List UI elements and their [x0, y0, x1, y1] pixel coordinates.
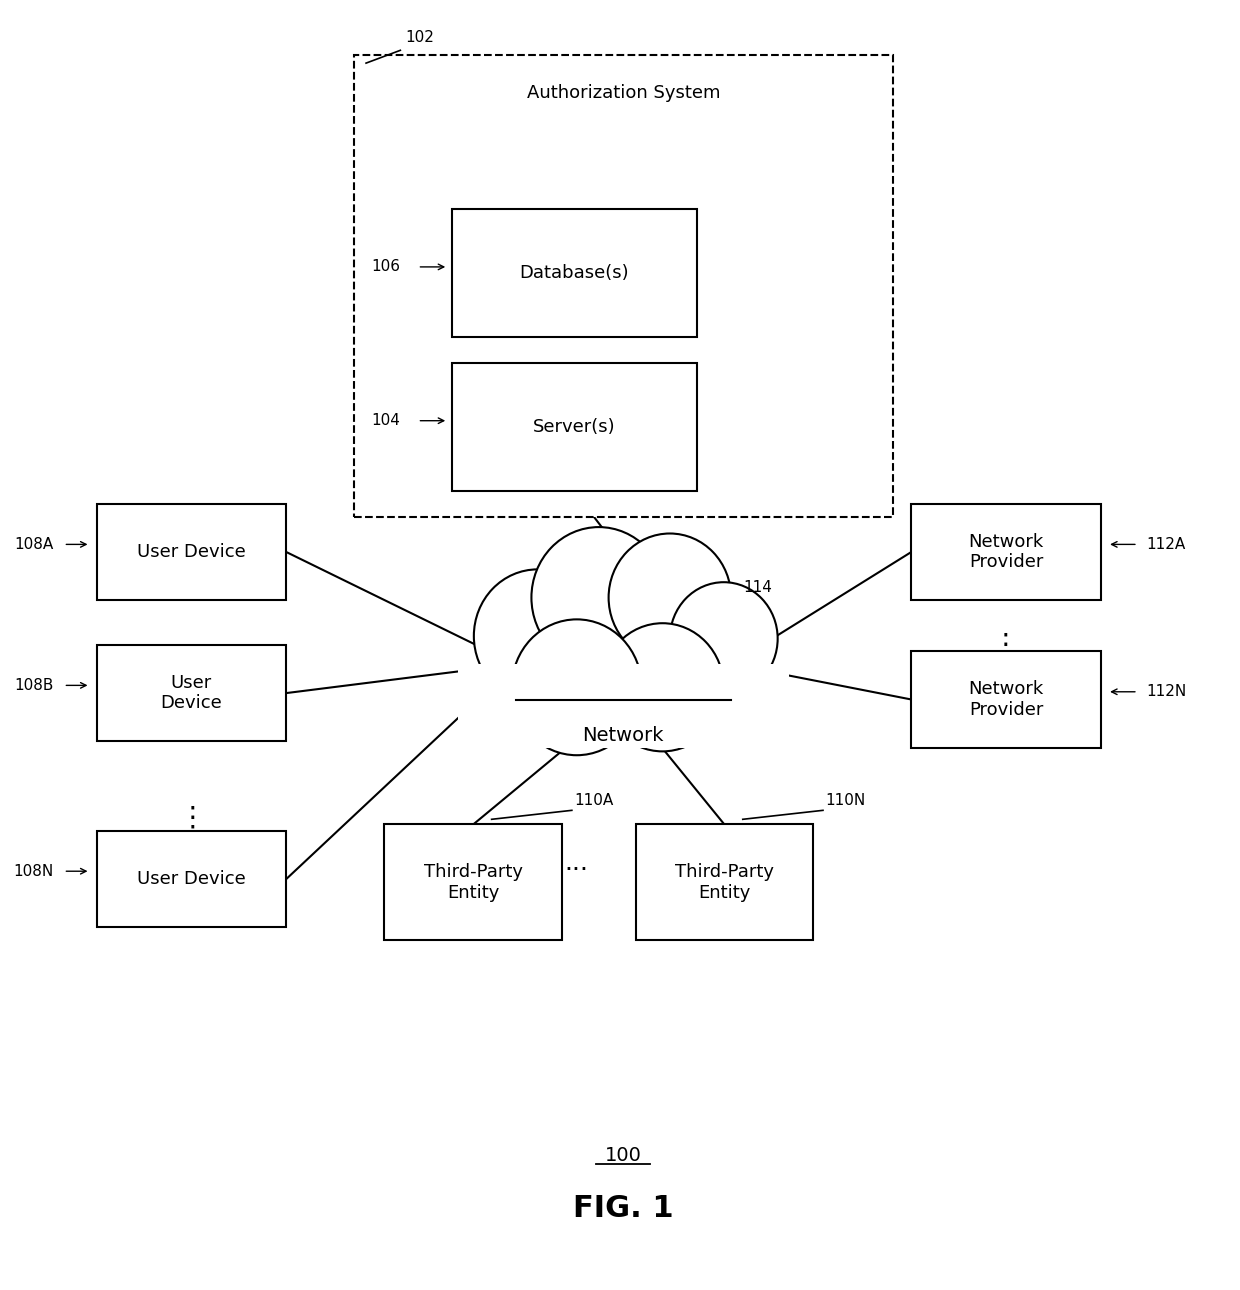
Bar: [451, 362, 697, 491]
Text: Network
Provider: Network Provider: [968, 533, 1044, 571]
Text: User Device: User Device: [138, 869, 246, 888]
Text: Network: Network: [583, 726, 665, 744]
Circle shape: [609, 534, 732, 662]
Text: User Device: User Device: [138, 543, 246, 561]
Text: 100: 100: [605, 1146, 642, 1165]
Circle shape: [512, 619, 641, 755]
Circle shape: [609, 534, 732, 662]
Bar: [911, 651, 1101, 747]
Circle shape: [512, 619, 641, 755]
Text: 108N: 108N: [14, 864, 53, 878]
Bar: [384, 824, 562, 940]
Bar: [911, 504, 1101, 600]
Bar: [353, 55, 893, 517]
Text: Database(s): Database(s): [520, 264, 629, 283]
Text: Network
Provider: Network Provider: [968, 680, 1044, 719]
Text: Third-Party
Entity: Third-Party Entity: [675, 863, 774, 902]
Bar: [97, 645, 286, 742]
Circle shape: [601, 623, 724, 751]
Text: ...: ...: [564, 851, 589, 875]
Circle shape: [670, 582, 777, 695]
Text: Authorization System: Authorization System: [527, 84, 720, 102]
Circle shape: [474, 569, 601, 703]
Bar: [451, 209, 697, 338]
Circle shape: [532, 528, 666, 668]
Text: 110A: 110A: [574, 793, 614, 808]
Text: 106: 106: [371, 259, 401, 275]
Text: ⋮: ⋮: [992, 631, 1019, 659]
Text: 112A: 112A: [1147, 537, 1185, 552]
Text: ⋮: ⋮: [179, 804, 206, 832]
Text: FIG. 1: FIG. 1: [573, 1193, 673, 1223]
Text: 104: 104: [372, 413, 401, 428]
Text: 102: 102: [405, 30, 434, 45]
Bar: [97, 831, 286, 928]
Text: 108A: 108A: [15, 537, 53, 552]
Text: 112N: 112N: [1147, 684, 1187, 699]
Circle shape: [670, 582, 777, 695]
Text: Third-Party
Entity: Third-Party Entity: [424, 863, 523, 902]
Circle shape: [532, 528, 666, 668]
Bar: [636, 824, 813, 940]
Circle shape: [474, 569, 601, 703]
Text: 114: 114: [743, 579, 773, 595]
Text: Server(s): Server(s): [533, 418, 615, 436]
Text: 110N: 110N: [826, 793, 866, 808]
Text: User
Device: User Device: [161, 673, 222, 712]
Bar: [458, 664, 789, 747]
Circle shape: [601, 623, 724, 751]
Bar: [97, 504, 286, 600]
Text: 108B: 108B: [15, 677, 53, 693]
